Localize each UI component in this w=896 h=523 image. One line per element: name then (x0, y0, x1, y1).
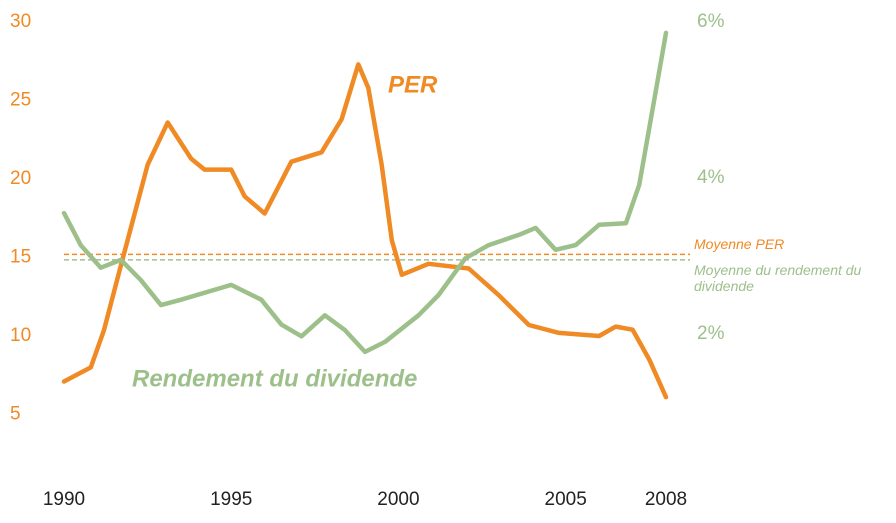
reference-label: Moyenne du rendement du dividende (694, 261, 862, 294)
y-tick-label: 15 (10, 247, 31, 268)
series-line (61, 62, 669, 400)
y2-tick-label: 4% (697, 167, 725, 188)
x-tick-label: 1995 (210, 489, 252, 510)
x-tick-label: 1990 (43, 489, 85, 510)
y-tick-label: 20 (10, 168, 31, 189)
y-tick-label: 25 (10, 90, 31, 111)
series-line (61, 30, 669, 355)
x-tick-label: 2008 (645, 489, 687, 510)
series-label: Rendement du dividende (132, 365, 417, 392)
y2-tick-label: 2% (697, 323, 725, 344)
y-tick-label: 5 (10, 404, 21, 425)
y-tick-label: 30 (10, 11, 31, 32)
y2-tick-label: 6% (697, 11, 725, 32)
series-label: PER (388, 71, 438, 98)
y-tick-label: 10 (10, 325, 31, 346)
x-tick-label: 2000 (377, 489, 419, 510)
reference-label: Moyenne PER (694, 236, 785, 253)
x-tick-label: 2005 (545, 489, 587, 510)
